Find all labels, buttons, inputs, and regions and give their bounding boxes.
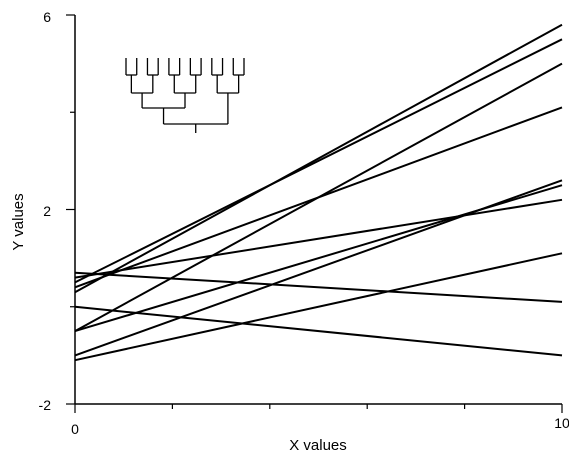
series-layer: [74, 23, 563, 362]
series-line-10: [74, 305, 563, 357]
x-tick-label-10: 10: [554, 415, 569, 431]
series-line-6: [74, 179, 563, 357]
x-tick-label-0: 0: [71, 421, 79, 437]
ticks-layer: [66, 14, 563, 413]
series-line-2: [74, 38, 563, 284]
series-line-7: [74, 198, 563, 279]
series-line-4: [74, 106, 563, 289]
series-line-8: [74, 252, 563, 362]
series-line-9: [74, 271, 563, 303]
y-tick-label-minus-2: -2: [39, 397, 52, 413]
x-axis-title: X values: [289, 437, 347, 454]
y-axis-title: Y values: [10, 193, 27, 250]
series-line-1: [74, 23, 563, 294]
dendrogram-inset: [125, 58, 245, 133]
y-tick-label-6: 6: [43, 9, 51, 25]
y-tick-label-2: 2: [43, 203, 51, 219]
